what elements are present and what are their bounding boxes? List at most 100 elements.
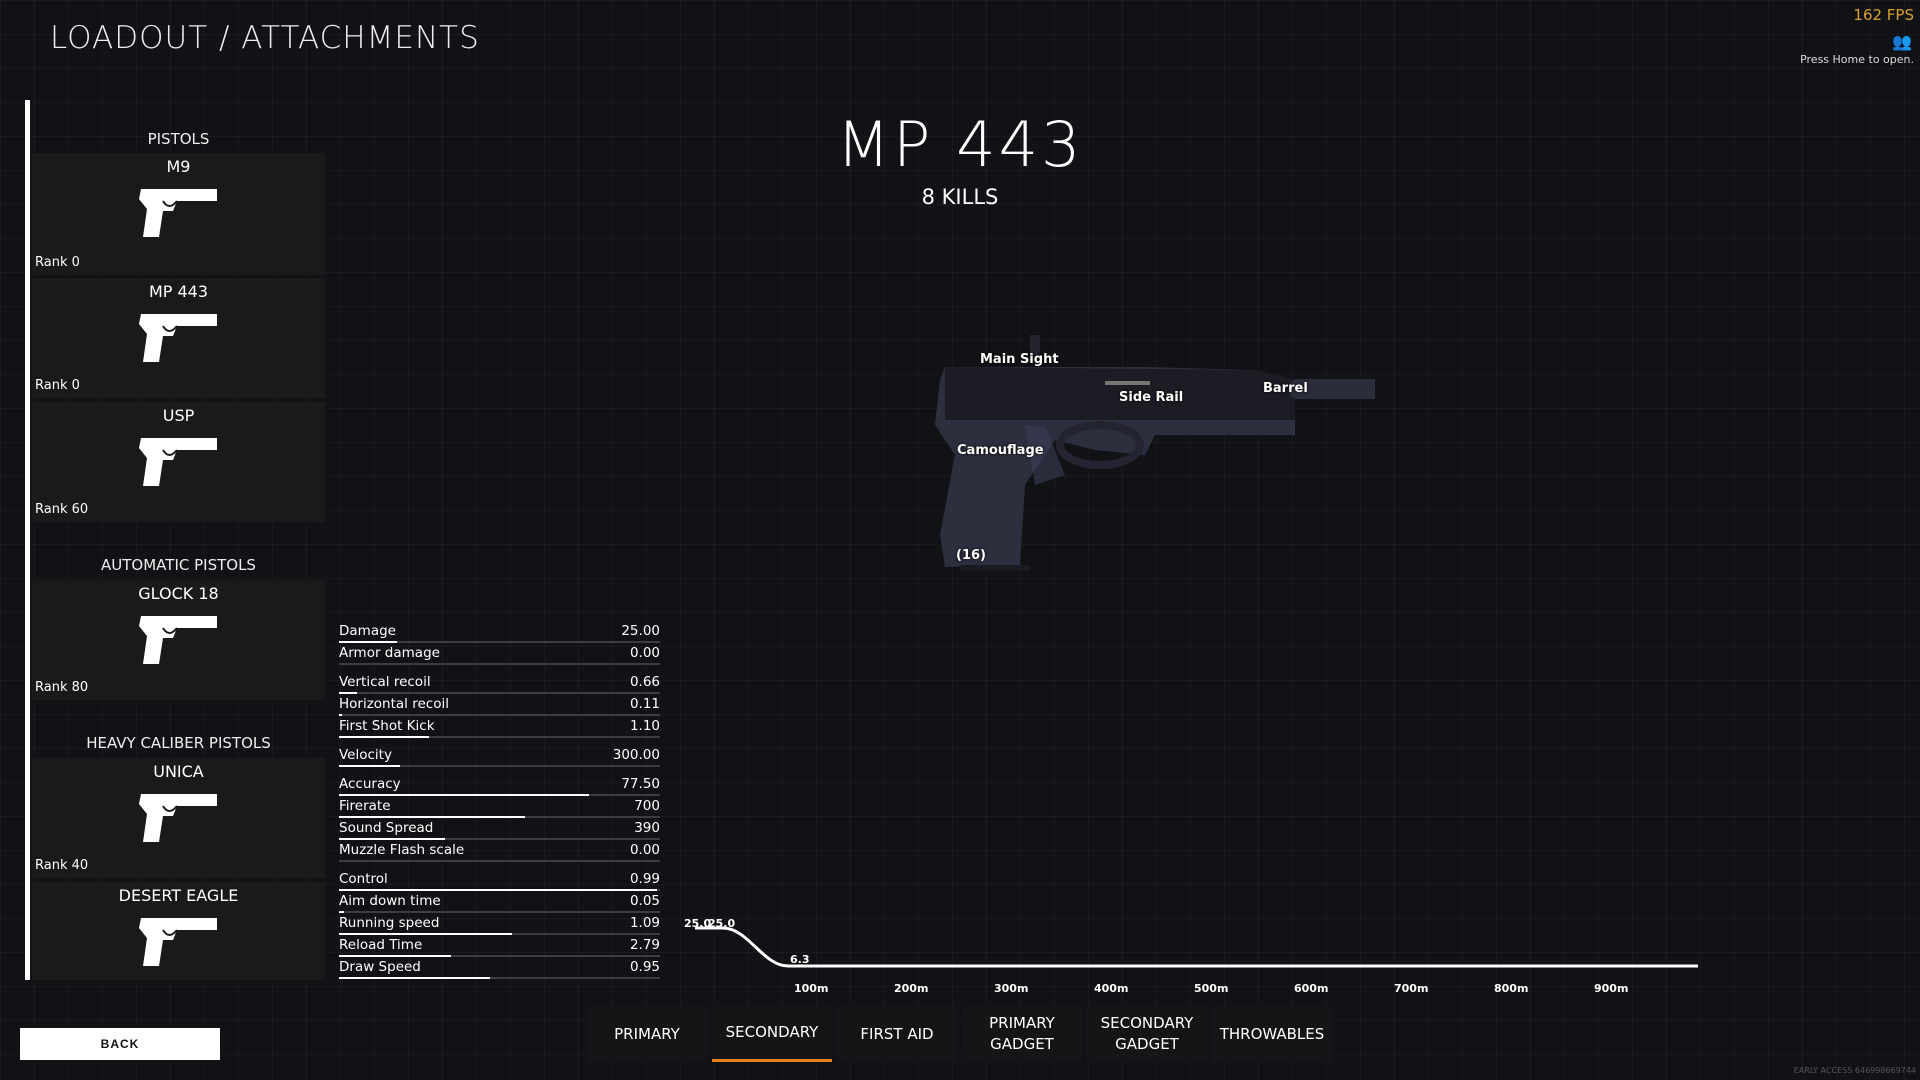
weapon-rank: Rank 60: [35, 502, 89, 517]
attachment-barrel[interactable]: Barrel: [1263, 381, 1308, 396]
stat-value: 1.09: [629, 915, 660, 931]
tab-first-aid[interactable]: FIRST AID: [837, 1006, 957, 1062]
stat-bar-fill: [339, 838, 445, 840]
sidebar-scrollbar[interactable]: [25, 100, 30, 980]
attachment-magazine[interactable]: (16): [956, 548, 986, 563]
x-tick-label: 800m: [1494, 982, 1528, 995]
damage-line: [695, 926, 1698, 968]
stat-label: Horizontal recoil: [339, 696, 449, 712]
stat-bar-fill: [339, 889, 657, 891]
stat-bar: [339, 714, 660, 716]
stat-bar: [339, 663, 660, 665]
weapon-rank: Rank 40: [35, 858, 89, 873]
stat-value: 0.05: [629, 893, 660, 909]
stat-bar-fill: [339, 955, 452, 957]
stat-value: 25.00: [621, 623, 660, 639]
stat-row: Muzzle Flash scale 0.00: [339, 842, 660, 862]
stat-bar-fill: [339, 641, 397, 643]
category-header: PISTOLS: [147, 130, 210, 148]
stat-bar-fill: [339, 714, 343, 716]
stat-row: Control 0.99: [339, 871, 660, 891]
stat-label: Damage: [339, 623, 396, 639]
stat-row: Vertical recoil 0.66: [339, 674, 660, 694]
stat-label: Aim down time: [339, 893, 441, 909]
friends-icon: 👥: [1892, 32, 1912, 51]
stat-row: Horizontal recoil 0.11: [339, 696, 660, 716]
stat-row: Velocity 300.00: [339, 747, 660, 767]
stat-label: Control: [339, 871, 388, 887]
stat-bar: [339, 692, 660, 694]
weapon-rank: Rank 80: [35, 680, 89, 695]
category-header: HEAVY CALIBER PISTOLS: [86, 734, 271, 752]
stat-row: First Shot Kick 1.10: [339, 718, 660, 738]
weapon-card-name: DESERT EAGLE: [118, 886, 239, 905]
weapon-card-name: M9: [166, 157, 191, 176]
tab-primary-gadget[interactable]: PRIMARY GADGET: [962, 1006, 1082, 1062]
stat-row: Accuracy 77.50: [339, 776, 660, 796]
stat-value: 77.50: [621, 776, 660, 792]
weapon-kills: 8 KILLS: [921, 185, 999, 209]
weapon-card-name: UNICA: [153, 762, 204, 781]
stat-bar-fill: [339, 765, 400, 767]
stat-bar-fill: [339, 736, 429, 738]
stat-bar-fill: [339, 692, 357, 694]
weapon-card[interactable]: GLOCK 18 Rank 80: [32, 580, 325, 700]
stat-value: 0.00: [629, 645, 660, 661]
stat-row: Reload Time 2.79: [339, 937, 660, 957]
stat-bar: [339, 816, 660, 818]
page-title: LOADOUT / ATTACHMENTS: [50, 20, 480, 56]
stat-bar: [339, 977, 660, 979]
weapon-model: [935, 335, 1375, 571]
pistol-icon: [138, 189, 217, 237]
stat-value: 0.99: [629, 871, 660, 887]
x-tick-label: 500m: [1194, 982, 1228, 995]
stat-bar-fill: [339, 933, 513, 935]
stat-row: Draw Speed 0.95: [339, 959, 660, 979]
attachment-side-rail[interactable]: Side Rail: [1119, 390, 1184, 405]
weapon-name: MP 443: [836, 108, 1084, 181]
attachment-camouflage[interactable]: Camouflage: [957, 443, 1044, 458]
stat-value: 300.00: [612, 747, 660, 763]
stat-bar: [339, 641, 660, 643]
stat-label: Firerate: [339, 798, 391, 814]
stat-label: Accuracy: [339, 776, 401, 792]
stat-label: Draw Speed: [339, 959, 421, 975]
weapon-card[interactable]: DESERT EAGLE: [32, 882, 325, 980]
category-header: AUTOMATIC PISTOLS: [101, 556, 256, 574]
weapon-card-name: GLOCK 18: [138, 584, 219, 603]
x-tick-label: 700m: [1394, 982, 1428, 995]
back-button[interactable]: BACK: [20, 1028, 220, 1060]
weapon-card[interactable]: USP Rank 60: [32, 402, 325, 522]
x-tick-label: 400m: [1094, 982, 1128, 995]
stat-bar-fill: [339, 816, 526, 818]
tab-secondary-gadget[interactable]: SECONDARY GADGET: [1087, 1006, 1207, 1062]
stat-row: Damage 25.00: [339, 623, 660, 643]
stat-bar-fill: [339, 911, 344, 913]
stat-row: Aim down time 0.05: [339, 893, 660, 913]
stat-row: Running speed 1.09: [339, 915, 660, 935]
attachment-main-sight[interactable]: Main Sight: [980, 352, 1059, 367]
point-label: 25.0: [708, 917, 735, 930]
point-label: 25.0: [684, 917, 711, 930]
stat-value: 0.11: [629, 696, 660, 712]
stat-label: First Shot Kick: [339, 718, 435, 734]
weapon-rank: Rank 0: [35, 255, 80, 270]
tab-secondary[interactable]: SECONDARY: [712, 1006, 832, 1062]
stat-label: Armor damage: [339, 645, 440, 661]
tab-throwables[interactable]: THROWABLES: [1212, 1006, 1332, 1062]
x-tick-label: 600m: [1294, 982, 1328, 995]
stat-bar: [339, 736, 660, 738]
weapon-card[interactable]: M9 Rank 0: [32, 153, 325, 275]
stat-row: Sound Spread 390: [339, 820, 660, 840]
stat-value: 0.66: [629, 674, 660, 690]
stat-bar: [339, 911, 660, 913]
tab-primary[interactable]: PRIMARY: [587, 1006, 707, 1062]
weapon-card[interactable]: MP 443 Rank 0: [32, 278, 325, 398]
point-label: 6.3: [790, 953, 810, 966]
stat-value: 2.79: [629, 937, 660, 953]
x-tick-label: 200m: [894, 982, 928, 995]
stat-row: Armor damage 0.00: [339, 645, 660, 665]
pistol-icon: [138, 616, 217, 664]
build-label: EARLY ACCESS 646998669744: [1793, 1066, 1916, 1075]
weapon-card[interactable]: UNICA Rank 40: [32, 758, 325, 878]
